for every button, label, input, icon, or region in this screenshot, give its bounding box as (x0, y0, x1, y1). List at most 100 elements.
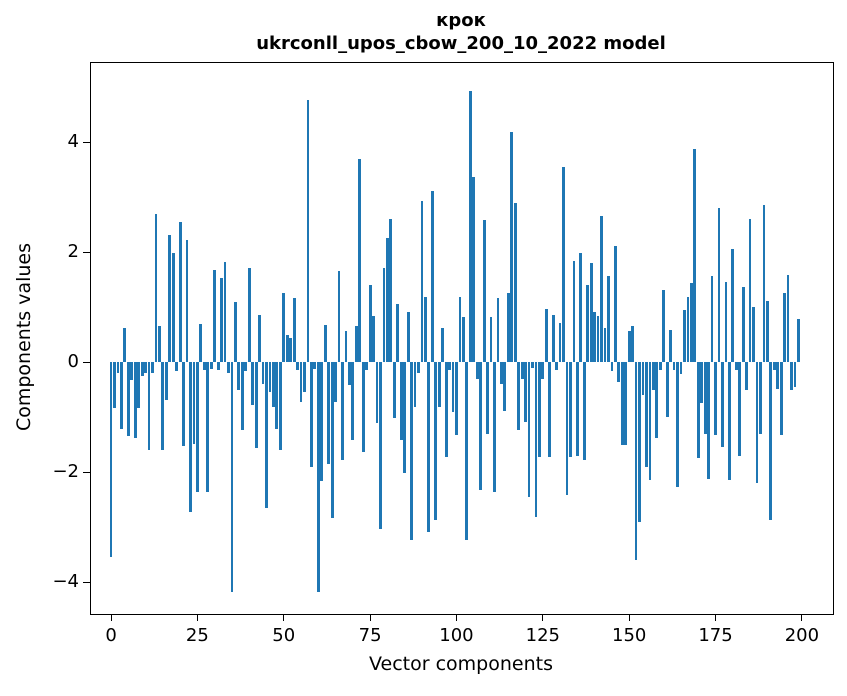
bar (686, 296, 690, 363)
bar (192, 362, 196, 445)
bar (140, 362, 144, 377)
bar (303, 362, 306, 392)
x-tick-mark (283, 614, 285, 621)
bar (734, 362, 738, 371)
bar (468, 90, 472, 363)
y-tick-mark (83, 581, 90, 583)
bar (510, 132, 514, 363)
bar (247, 268, 251, 363)
x-tick-mark (455, 614, 457, 621)
bar (158, 325, 161, 363)
bar (385, 238, 389, 363)
bar (189, 362, 192, 513)
bar (506, 292, 510, 363)
bar (731, 249, 735, 363)
bar (634, 362, 638, 561)
bar (330, 362, 334, 519)
bar (265, 362, 268, 509)
bar (392, 362, 396, 419)
bar (258, 314, 261, 363)
y-tick-mark (83, 361, 90, 363)
bar (641, 362, 645, 396)
bar (182, 362, 185, 447)
bar (486, 362, 489, 434)
bar (365, 362, 369, 371)
bar (562, 167, 565, 363)
bar (727, 362, 731, 481)
bar (251, 362, 255, 406)
bar (327, 362, 331, 464)
bar (620, 362, 624, 446)
bar (351, 362, 355, 441)
bar (669, 329, 673, 363)
bar (323, 325, 327, 363)
bar (797, 319, 800, 363)
bar (347, 362, 351, 386)
bar (379, 362, 382, 530)
x-tick-label: 75 (358, 625, 382, 646)
bar (233, 302, 237, 363)
bar (137, 362, 141, 409)
bar (655, 362, 659, 439)
bar (361, 362, 365, 452)
bar (417, 362, 420, 374)
y-tick-label: 2 (67, 241, 79, 263)
bar (489, 316, 493, 363)
bar (579, 253, 583, 363)
bar (403, 362, 407, 473)
bar (558, 322, 562, 363)
bar (596, 315, 600, 363)
bar (610, 362, 614, 372)
bar (537, 362, 541, 457)
x-tick-label: 100 (439, 625, 474, 646)
bar (475, 362, 479, 380)
bar (624, 362, 628, 446)
bar (268, 362, 272, 392)
bar (430, 190, 434, 363)
y-tick-mark (83, 471, 90, 473)
y-tick-label: −4 (52, 571, 79, 593)
bar (216, 362, 220, 371)
bar (230, 362, 234, 592)
x-tick-label: 200 (784, 625, 820, 646)
bar (299, 362, 303, 402)
bar (334, 362, 337, 402)
bar (582, 362, 586, 461)
bar (171, 252, 175, 363)
bar (168, 234, 172, 363)
bar (437, 362, 441, 407)
bar (240, 362, 244, 430)
bar (413, 362, 417, 407)
bar (724, 282, 728, 363)
bar (227, 362, 230, 374)
bar (354, 326, 358, 363)
bar (648, 362, 652, 481)
bar (496, 298, 500, 363)
bar (696, 362, 700, 459)
x-tick-mark (628, 614, 630, 621)
bar (613, 246, 617, 363)
bar (793, 362, 797, 387)
bar (472, 176, 476, 363)
x-tick-mark (801, 614, 803, 621)
bar (237, 362, 241, 391)
bar (617, 362, 621, 382)
bar (565, 362, 569, 496)
bar (748, 219, 752, 363)
bar (755, 362, 759, 484)
bar (776, 362, 780, 389)
x-tick-label: 175 (698, 625, 733, 646)
bar (254, 362, 258, 449)
bar (206, 362, 210, 492)
x-tick-mark (196, 614, 198, 621)
bar (161, 362, 165, 451)
bar (645, 362, 648, 467)
bar (316, 362, 320, 592)
bar (278, 362, 282, 451)
bar (572, 260, 576, 363)
bar (524, 362, 527, 422)
bar (344, 331, 348, 363)
bar (410, 362, 413, 541)
bar (772, 362, 776, 370)
bar (313, 362, 317, 369)
